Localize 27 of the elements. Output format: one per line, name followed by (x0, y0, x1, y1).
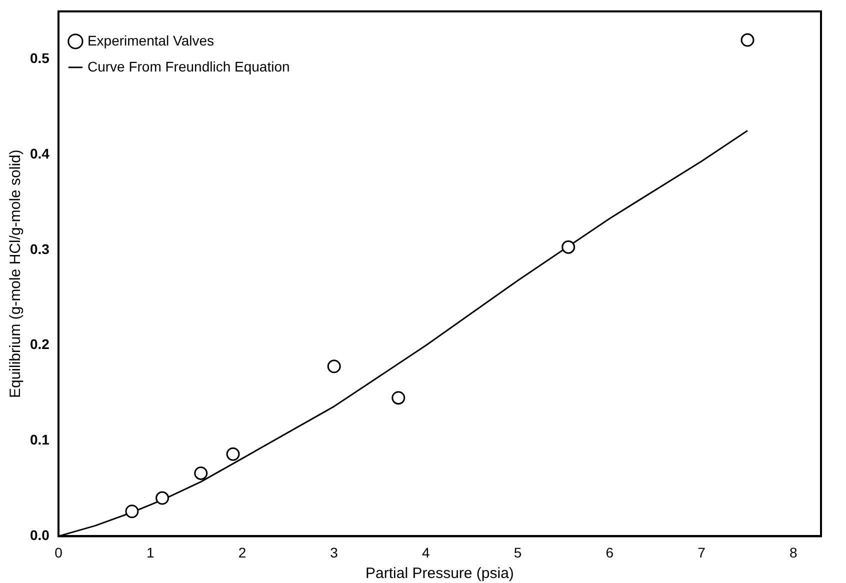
y-tick-label: 0.4 (30, 145, 50, 162)
point (740, 33, 754, 47)
x-tick-label: 6 (606, 544, 614, 560)
x-axis-title: Partial Pressure (psia) (366, 565, 514, 582)
x-tick-label: 4 (422, 544, 430, 560)
x-tick-label: 7 (698, 544, 706, 560)
y-tick-label: 0.3 (30, 240, 50, 257)
x-tick-label: 8 (790, 544, 798, 560)
x-tick-label: 3 (330, 544, 338, 560)
x-tick-label: 1 (146, 544, 154, 560)
y-axis-title: Equilibrium (g-mole HCl/g-mole solid) (7, 150, 24, 398)
point (392, 391, 406, 405)
y-tick-label: 0.2 (30, 336, 50, 352)
point (156, 491, 170, 505)
point (562, 240, 576, 254)
legend-label: Curve From Freundlich Equation (87, 58, 290, 74)
point (125, 504, 139, 518)
x-tick-label: 0 (54, 544, 63, 560)
y-tick-label: 0.0 (30, 527, 50, 544)
point (327, 360, 341, 374)
x-tick-label: 5 (514, 544, 522, 560)
point (226, 447, 240, 461)
x-tick-label: 2 (238, 544, 246, 560)
legend-label: Experimental Valves (87, 32, 214, 48)
y-tick-label: 0.5 (30, 50, 50, 66)
y-tick-label: 0.1 (30, 432, 50, 448)
point (194, 466, 208, 480)
